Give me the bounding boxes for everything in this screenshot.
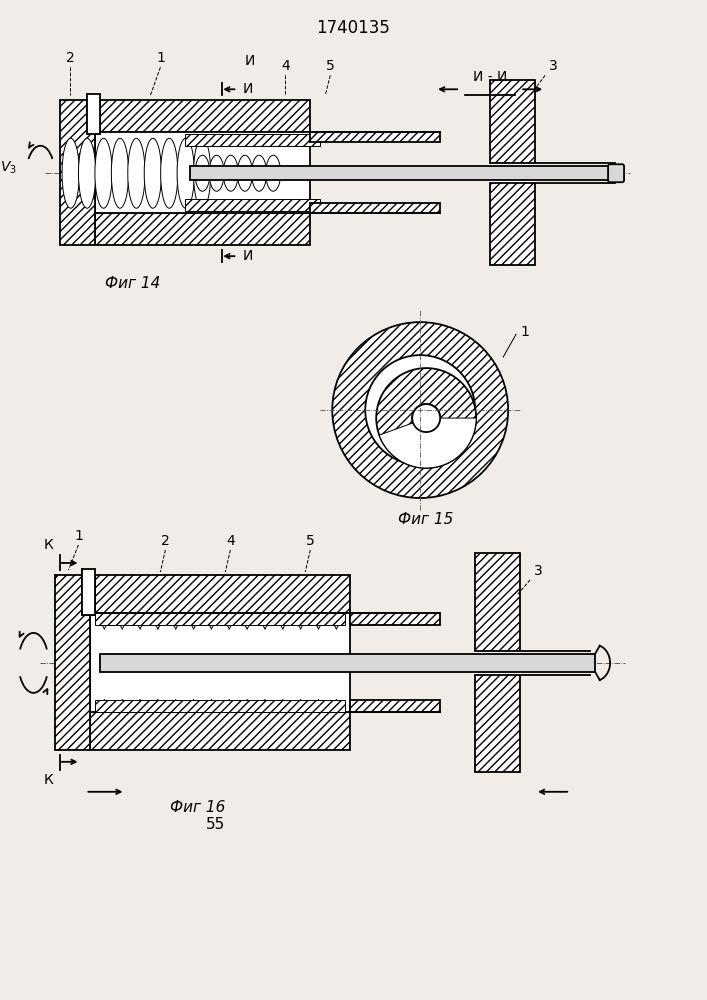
Ellipse shape — [266, 155, 281, 191]
Ellipse shape — [128, 138, 145, 208]
Bar — [95, 700, 345, 712]
Bar — [88, 94, 100, 134]
Text: 1: 1 — [156, 51, 165, 65]
Text: 4: 4 — [226, 534, 235, 548]
Text: 1: 1 — [520, 325, 529, 339]
Text: И: И — [243, 82, 252, 96]
Ellipse shape — [238, 155, 252, 191]
Text: 2: 2 — [66, 51, 75, 65]
Bar — [90, 613, 350, 712]
Ellipse shape — [194, 138, 211, 208]
Ellipse shape — [252, 155, 267, 191]
FancyBboxPatch shape — [608, 164, 624, 182]
Bar — [475, 553, 520, 772]
Bar — [90, 575, 350, 613]
Bar — [95, 213, 310, 245]
Ellipse shape — [111, 138, 129, 208]
Ellipse shape — [144, 138, 161, 208]
Circle shape — [412, 404, 440, 432]
Bar — [490, 80, 535, 265]
Bar — [489, 163, 536, 183]
Bar — [310, 203, 440, 213]
Circle shape — [366, 355, 475, 465]
Bar — [95, 613, 345, 625]
Text: И: И — [245, 54, 255, 68]
Bar — [185, 199, 320, 211]
Text: Фиг 16: Фиг 16 — [170, 800, 226, 815]
Text: 1740135: 1740135 — [316, 19, 390, 37]
Ellipse shape — [62, 138, 79, 208]
Circle shape — [376, 368, 477, 468]
Bar — [90, 712, 350, 750]
Bar — [55, 575, 90, 750]
Ellipse shape — [223, 155, 238, 191]
Ellipse shape — [78, 138, 95, 208]
Ellipse shape — [160, 138, 178, 208]
Text: К: К — [44, 538, 53, 552]
Bar — [100, 654, 595, 672]
Bar — [310, 132, 440, 142]
Text: К: К — [44, 773, 53, 787]
Text: 3: 3 — [534, 564, 542, 578]
Circle shape — [332, 322, 508, 498]
Bar — [190, 166, 610, 180]
Wedge shape — [379, 418, 477, 468]
Text: 1: 1 — [74, 529, 83, 543]
Text: И - И: И - И — [473, 70, 508, 84]
Text: $V_3$: $V_3$ — [0, 160, 17, 176]
Ellipse shape — [195, 155, 210, 191]
Text: 55: 55 — [206, 817, 225, 832]
Bar — [83, 569, 95, 615]
Ellipse shape — [209, 155, 224, 191]
Bar — [185, 134, 320, 146]
Text: 4: 4 — [281, 59, 290, 73]
Bar — [350, 700, 440, 712]
Text: 2: 2 — [161, 534, 170, 548]
Ellipse shape — [95, 138, 112, 208]
Text: Фиг 15: Фиг 15 — [398, 512, 454, 527]
Text: 5: 5 — [326, 59, 334, 73]
Bar — [95, 132, 310, 213]
Text: И: И — [243, 249, 252, 263]
Wedge shape — [412, 404, 440, 432]
Bar — [350, 613, 440, 625]
Text: 3: 3 — [549, 59, 558, 73]
Bar — [61, 100, 95, 245]
Text: 5: 5 — [306, 534, 315, 548]
Ellipse shape — [177, 138, 194, 208]
Bar — [474, 651, 521, 675]
Bar — [95, 100, 310, 132]
Text: Фиг 14: Фиг 14 — [105, 276, 160, 291]
